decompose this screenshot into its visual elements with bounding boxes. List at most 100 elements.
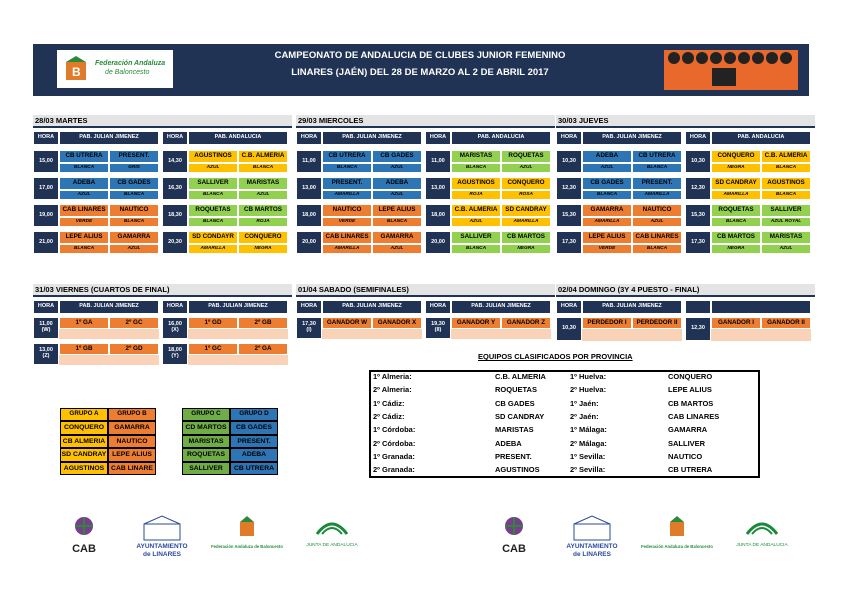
shirt-cell: VERDE bbox=[322, 217, 372, 227]
team-name: GAMARRA bbox=[668, 425, 708, 435]
team-name: MARISTAS bbox=[495, 425, 534, 435]
time: 17,00 bbox=[39, 184, 53, 191]
time-cell: 19,30 (II) bbox=[425, 317, 451, 339]
shirt-cell: BLANCA bbox=[322, 163, 372, 173]
shirt-cell: AMARILLA bbox=[322, 244, 372, 254]
time: 10,30 bbox=[562, 325, 576, 332]
shirt-cell: AMARILLA bbox=[188, 244, 238, 254]
header-cell bbox=[685, 300, 711, 314]
logo-text: JUNTA DE ANDALUCIA bbox=[306, 542, 358, 548]
shirt-cell: AZUL ROYAL bbox=[761, 217, 811, 227]
shirt-cell: AMARILLA bbox=[582, 217, 632, 227]
time-cell: 11,00 bbox=[296, 150, 322, 173]
time: 11,00 bbox=[302, 157, 316, 164]
time-cell: 10,30 bbox=[556, 317, 582, 341]
header-cell: HORA bbox=[33, 131, 59, 145]
team-cell: SD CANDRAY bbox=[501, 204, 551, 217]
province-label: 1º Córdoba: bbox=[373, 425, 416, 435]
header-cell: HORA bbox=[296, 300, 322, 314]
group-team: CB UTRERA bbox=[230, 461, 278, 475]
block-title: 28/03 MARTES bbox=[33, 115, 292, 128]
empty-cell bbox=[451, 329, 551, 339]
shirt-cell: NEGRA bbox=[711, 244, 761, 254]
header-cell: PAB. JULIAN JIMENEZ bbox=[59, 131, 159, 145]
shirt-cell: ROJA bbox=[451, 190, 501, 200]
shirt-cell: BLANCA bbox=[109, 190, 159, 200]
team-cell: GAMARRA bbox=[582, 204, 632, 217]
province-label: 1º Huelva: bbox=[570, 372, 607, 381]
team-cell: GANADOR Y bbox=[451, 317, 501, 329]
header-cell: PAB. JULIAN JIMENEZ bbox=[322, 300, 422, 314]
time-cell: 21,00 bbox=[33, 231, 59, 254]
group-team: SD CANDRAY bbox=[60, 448, 108, 462]
team-cell: CB GADES bbox=[109, 177, 159, 190]
team-cell: LEPE ALIUS bbox=[582, 231, 632, 244]
empty-cell bbox=[188, 329, 288, 339]
time-cell: 11,00 (W) bbox=[33, 317, 59, 339]
time-cell: 12,30 bbox=[685, 177, 711, 200]
team-name: CONQUERO bbox=[668, 372, 713, 381]
shirt-cell: BLANCA bbox=[632, 244, 682, 254]
team-name: C.B. ALMERIA bbox=[495, 372, 546, 381]
group-team: AGUSTINOS bbox=[60, 461, 108, 475]
team-cell: MARISTAS bbox=[451, 150, 501, 163]
time: 19,00 bbox=[39, 211, 53, 218]
team-cell: ROQUETAS bbox=[188, 204, 238, 217]
section-title: EQUIPOS CLASIFICADOS POR PROVINCIA bbox=[478, 352, 633, 361]
team-cell: CONQUERO bbox=[711, 150, 761, 163]
province-label: 2º Huelva: bbox=[570, 385, 607, 395]
province-label: 1º Granada: bbox=[373, 451, 415, 461]
team-cell: LEPE ALIUS bbox=[59, 231, 109, 244]
team-cell: 1º GC bbox=[188, 343, 238, 355]
time-cell: 20,00 bbox=[425, 231, 451, 254]
shirt-cell: BLANCA bbox=[238, 163, 288, 173]
time-cell: 11,00 bbox=[425, 150, 451, 173]
time-cell: 18,00 (Y) bbox=[162, 343, 188, 365]
logo-text: Federación Andaluza bbox=[95, 60, 166, 67]
time: 12,30 bbox=[691, 325, 705, 332]
time: 15,30 bbox=[562, 211, 576, 218]
team-cell: ADEBA bbox=[372, 177, 422, 190]
province-label: 2º Granada: bbox=[373, 465, 415, 475]
time: 19,30 bbox=[431, 321, 445, 328]
header-cell: HORA bbox=[556, 300, 582, 314]
shirt-cell: ROSA bbox=[501, 190, 551, 200]
time-note: (W) bbox=[41, 327, 51, 333]
province-label: 1º Almeria: bbox=[373, 372, 412, 381]
shirt-cell: AZUL bbox=[761, 244, 811, 254]
group-team: SALLIVER bbox=[182, 461, 230, 475]
time: 13,00 bbox=[431, 184, 445, 191]
time-cell: 12,30 bbox=[685, 317, 711, 341]
shirt-cell: AZUL bbox=[501, 163, 551, 173]
time: 18,00 bbox=[431, 211, 445, 218]
team-cell: PRESENT. bbox=[109, 150, 159, 163]
time-cell: 20,00 bbox=[296, 231, 322, 254]
team-cell: CB UTRERA bbox=[59, 150, 109, 163]
team-cell: CB UTRERA bbox=[322, 150, 372, 163]
team-cell: GANADOR Z bbox=[501, 317, 551, 329]
time-cell: 19,00 bbox=[33, 204, 59, 227]
shirt-cell: BLANCA bbox=[632, 163, 682, 173]
team-cell: CB GADES bbox=[372, 150, 422, 163]
time: 13,00 bbox=[39, 347, 53, 354]
time-cell: 10,30 bbox=[685, 150, 711, 173]
logo-text: JUNTA DE ANDALUCIA bbox=[736, 542, 788, 548]
empty-cell bbox=[188, 355, 288, 365]
team-cell: SALLIVER bbox=[761, 204, 811, 217]
time-cell: 17,30 (I) bbox=[296, 317, 322, 339]
shirt-cell: AMARILLA bbox=[711, 190, 761, 200]
classified-box bbox=[369, 370, 760, 478]
svg-text:B: B bbox=[72, 65, 81, 79]
time: 12,30 bbox=[691, 184, 705, 191]
shirt-cell: AZUL bbox=[59, 190, 109, 200]
shirt-cell: AMARILLA bbox=[632, 190, 682, 200]
logo-text: AYUNTAMIENTO bbox=[566, 543, 617, 550]
header-cell: HORA bbox=[425, 131, 451, 145]
shirt-cell: AZUL bbox=[582, 163, 632, 173]
header-cell: PAB. JULIAN JIMENEZ bbox=[582, 131, 682, 145]
logo-text: CAB bbox=[72, 543, 96, 555]
time-cell: 14,30 bbox=[162, 150, 188, 173]
team-name: CAB LINARES bbox=[668, 411, 720, 421]
time-cell: 15,30 bbox=[556, 204, 582, 227]
header-cell: HORA bbox=[556, 131, 582, 145]
